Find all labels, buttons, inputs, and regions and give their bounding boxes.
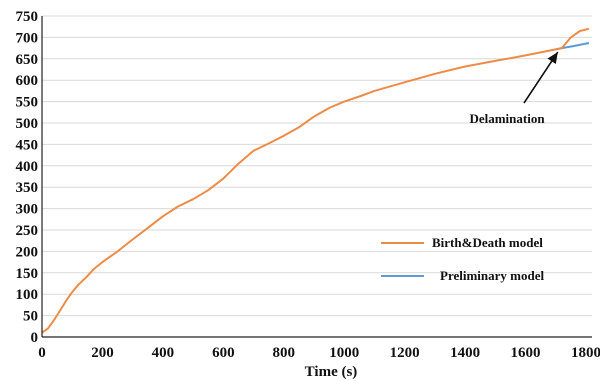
y-tick-label: 300 bbox=[16, 202, 39, 218]
x-tick-label: 1800 bbox=[571, 345, 600, 361]
y-tick-label: 50 bbox=[23, 309, 38, 325]
x-tick-label: 0 bbox=[38, 345, 46, 361]
y-tick-label: 200 bbox=[16, 244, 39, 260]
series-layer bbox=[41, 27, 590, 334]
x-tick-label: 1600 bbox=[511, 345, 541, 361]
delamination-label: Delamination bbox=[469, 111, 545, 126]
y-tick-label: 500 bbox=[16, 116, 39, 132]
y-tick-label: 0 bbox=[31, 330, 39, 346]
y-tick-label: 600 bbox=[16, 73, 39, 89]
y-tick-label: 250 bbox=[16, 223, 39, 239]
y-tick-label: 450 bbox=[16, 137, 39, 153]
x-tick-label: 1000 bbox=[329, 345, 359, 361]
y-tick-label: 750 bbox=[16, 9, 39, 25]
y-tick-label: 700 bbox=[16, 30, 39, 46]
delamination-arrowhead bbox=[547, 52, 558, 65]
delamination-annotation: Delamination bbox=[469, 51, 559, 126]
tick-labels: 0 50 100 150 200 250 300 350 400 450 500 550 600 650 7… bbox=[16, 9, 600, 361]
legend-label-preliminary: Preliminary model bbox=[440, 268, 544, 283]
x-tick-label: 1400 bbox=[450, 345, 480, 361]
grid bbox=[42, 15, 592, 317]
legend: Birth&Death model Preliminary model bbox=[381, 235, 544, 283]
x-axis-label: Time (s) bbox=[305, 364, 358, 380]
y-tick-label: 650 bbox=[16, 52, 39, 68]
legend-label-birth-death: Birth&Death model bbox=[432, 235, 543, 250]
y-tick-label: 400 bbox=[16, 159, 39, 175]
axes bbox=[41, 16, 592, 338]
y-tick-label: 550 bbox=[16, 95, 39, 111]
series-line-birth-death bbox=[41, 27, 590, 334]
x-tick-label: 600 bbox=[212, 345, 235, 361]
y-tick-label: 350 bbox=[16, 180, 39, 196]
x-tick-label: 1200 bbox=[390, 345, 420, 361]
y-tick-label: 100 bbox=[16, 287, 39, 303]
y-tick-label: 150 bbox=[16, 266, 39, 282]
x-tick-label: 800 bbox=[273, 345, 296, 361]
x-tick-label: 400 bbox=[152, 345, 175, 361]
x-tick-label: 200 bbox=[91, 345, 114, 361]
